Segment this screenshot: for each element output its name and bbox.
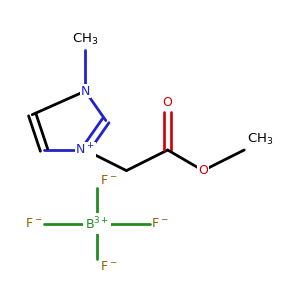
Text: B$^{3+}$: B$^{3+}$ [85, 215, 109, 232]
Text: N: N [80, 85, 90, 98]
Text: CH$_3$: CH$_3$ [247, 132, 274, 147]
Text: O: O [198, 164, 208, 177]
Text: CH$_3$: CH$_3$ [72, 32, 98, 47]
Text: F$^-$: F$^-$ [100, 174, 117, 187]
Text: F$^-$: F$^-$ [152, 217, 169, 230]
Text: F$^-$: F$^-$ [25, 217, 43, 230]
Text: N$^+$: N$^+$ [75, 142, 95, 158]
Text: F$^-$: F$^-$ [100, 260, 117, 273]
Text: O: O [163, 96, 172, 109]
